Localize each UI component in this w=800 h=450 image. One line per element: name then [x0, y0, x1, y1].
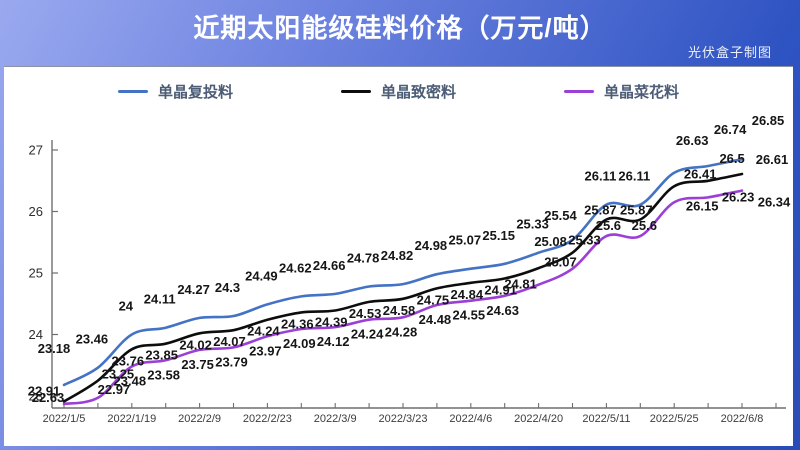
chart-panel: 单晶复投料 单晶致密料 单晶菜花料 — [4, 66, 793, 446]
legend-item-cauliflower-poly: 单晶菜花料 — [564, 81, 679, 102]
chart-legend: 单晶复投料 单晶致密料 单晶菜花料 — [4, 81, 793, 102]
recharge-poly-label: 单晶复投料 — [157, 84, 233, 101]
watermark-credit: 光伏盒子制图 — [687, 45, 772, 60]
cauliflower-poly-swatch — [564, 89, 594, 94]
page-title: 近期太阳能级硅料价格（万元/吨） — [193, 13, 607, 43]
legend-item-recharge-poly: 单晶复投料 — [117, 81, 233, 102]
dense-poly-swatch — [340, 89, 371, 94]
header-banner: 近期太阳能级硅料价格（万元/吨） 光伏盒子制图 — [0, 0, 800, 66]
cauliflower-poly-label: 单晶菜花料 — [604, 84, 680, 101]
recharge-poly-swatch — [117, 89, 148, 94]
dense-poly-label: 单晶致密料 — [380, 84, 456, 101]
legend-item-dense-poly: 单晶致密料 — [340, 81, 456, 102]
